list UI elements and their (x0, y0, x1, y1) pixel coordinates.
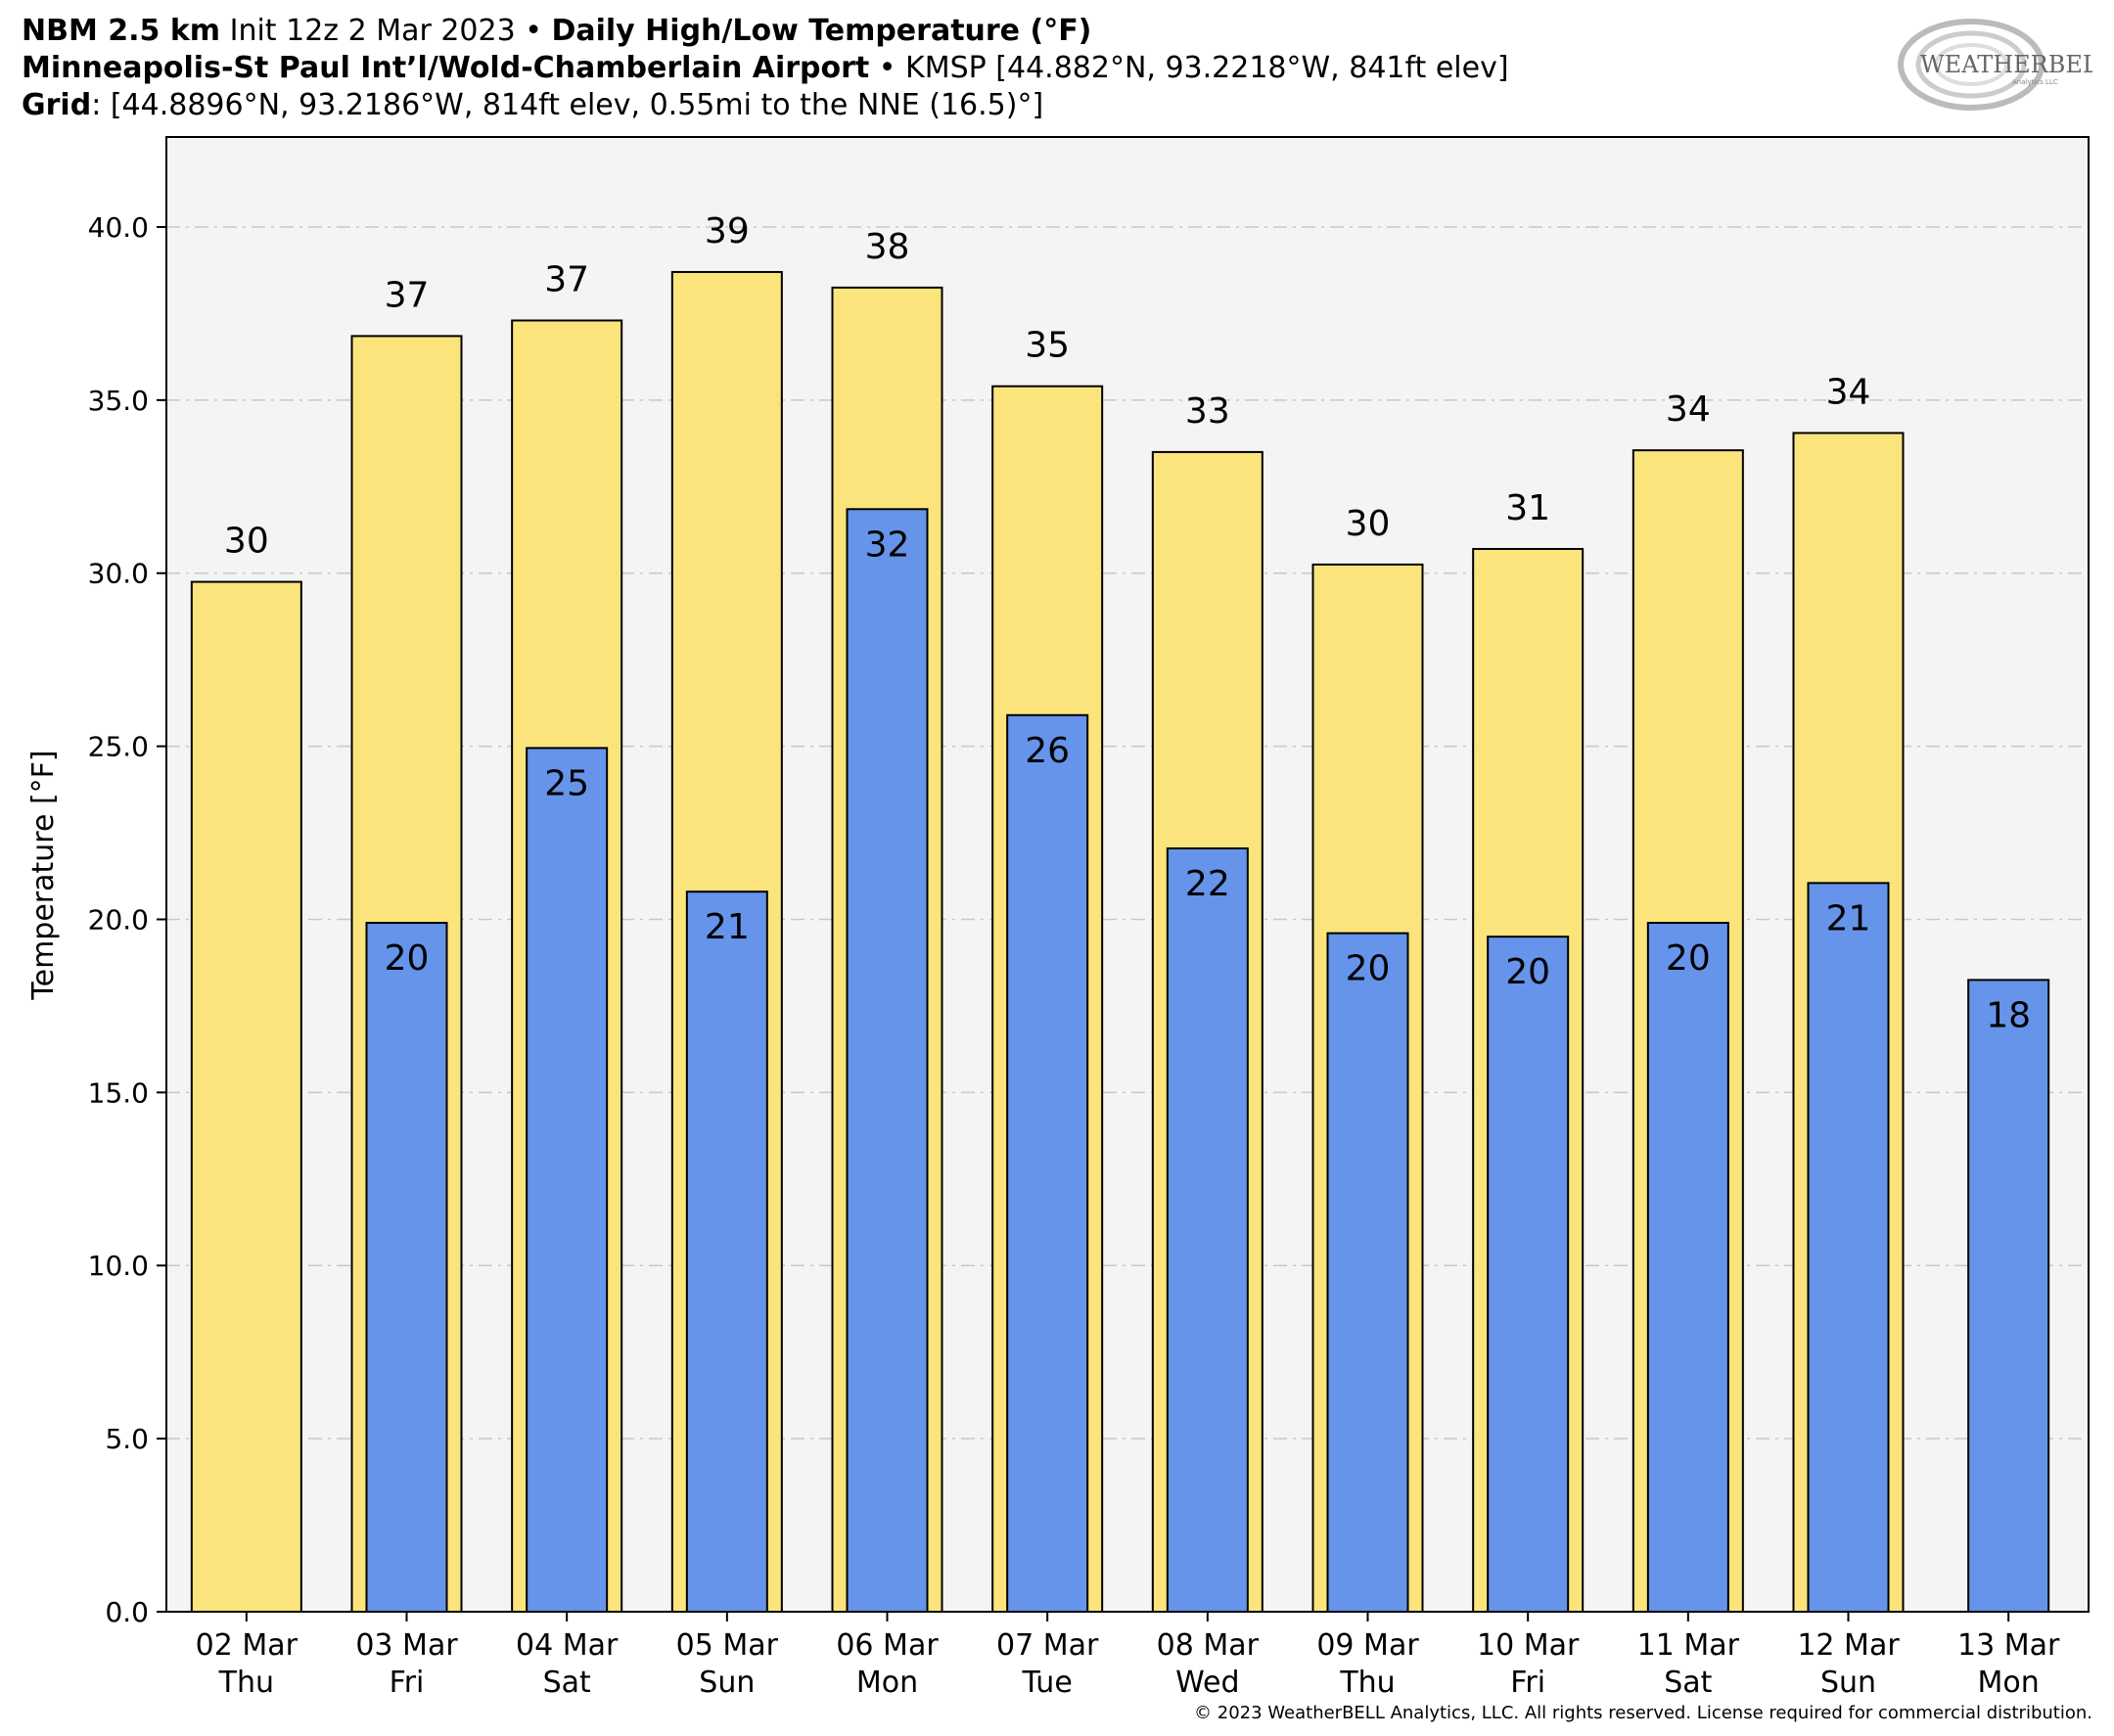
axes: 0.0 5.0 10.0 15.0 20.0 25.0 30.0 35.0 40.0 02 Mar… (88, 211, 2060, 1700)
bullet: • (525, 14, 542, 48)
x-tick-label-day: Thu (1339, 1666, 1395, 1700)
plot-frame (165, 136, 2090, 1613)
low-temp-label: 20 (1505, 952, 1550, 992)
low-temp-label: 32 (865, 525, 910, 565)
low-temp-label: 25 (544, 763, 589, 803)
x-tick-label-day: Wed (1175, 1666, 1239, 1700)
low-temp-label: 18 (1986, 995, 2031, 1035)
y-axis-label: Temperature [°F] (26, 750, 61, 1000)
logo-subtext: Analytics LLC (2012, 78, 2058, 86)
x-tick-label-day: Fri (390, 1666, 425, 1700)
bullet: • (869, 51, 906, 85)
high-temp-label: 34 (1666, 389, 1711, 430)
low-temp-bar (1326, 932, 1409, 1613)
x-tick-label-date: 09 Mar (1316, 1628, 1419, 1663)
high-temp-label: 35 (1025, 326, 1070, 366)
low-temp-label: 20 (1346, 949, 1391, 989)
product-title: Daily High/Low Temperature (°F) (551, 14, 1092, 48)
x-tick-label-day: Tue (1022, 1666, 1073, 1700)
high-temp-label: 30 (1346, 504, 1391, 544)
x-tick-label-day: Sun (699, 1666, 755, 1700)
high-temp-label: 37 (385, 275, 430, 315)
high-temp-label: 39 (705, 211, 750, 251)
low-temp-label: 21 (1826, 898, 1871, 938)
x-tick-label-day: Mon (1978, 1666, 2040, 1700)
high-temp-label: 33 (1185, 391, 1230, 432)
station-info: KMSP [44.882°N, 93.2218°W, 841ft elev] (905, 51, 1509, 85)
x-tick-label-date: 02 Mar (196, 1628, 299, 1663)
low-temp-bar (365, 922, 448, 1613)
low-temp-bar (1166, 846, 1249, 1613)
high-temp-label: 37 (544, 259, 589, 299)
y-tick-label: 40.0 (88, 211, 149, 244)
x-tick-label-day: Sat (1664, 1666, 1712, 1700)
x-tick-label-day: Fri (1510, 1666, 1545, 1700)
low-temp-bar (1646, 922, 1729, 1613)
y-tick-label: 25.0 (88, 731, 149, 763)
high-temp-label: 34 (1826, 372, 1871, 412)
model-name: NBM 2.5 km (22, 14, 221, 48)
x-tick-label-day: Thu (218, 1666, 274, 1700)
x-tick-label-date: 07 Mar (996, 1628, 1099, 1663)
low-temp-bar (1967, 979, 2050, 1613)
low-temp-label: 20 (385, 938, 430, 979)
station-name: Minneapolis-St Paul Int’l/Wold-Chamberla… (22, 51, 870, 85)
plot-area (166, 137, 2089, 1612)
y-tick-label: 0.0 (105, 1596, 149, 1628)
y-tick-label: 10.0 (88, 1250, 149, 1282)
low-temp-label: 22 (1185, 864, 1230, 904)
low-temp-bar (526, 747, 609, 1613)
x-tick-label-date: 03 Mar (355, 1628, 458, 1663)
y-tick-label: 20.0 (88, 903, 149, 936)
low-temp-bar (1487, 936, 1570, 1613)
x-tick-label-date: 13 Mar (1957, 1628, 2060, 1663)
x-tick-label-date: 10 Mar (1477, 1628, 1580, 1663)
weatherbell-logo: WEATHERBELL Analytics LLC (1898, 19, 2092, 111)
title-line-3: Grid: [44.8896°N, 93.2186°W, 814ft elev,… (22, 88, 1043, 123)
init-time: Init 12z 2 Mar 2023 (220, 14, 526, 48)
y-tick-label: 5.0 (105, 1423, 149, 1455)
low-temp-bar (846, 508, 929, 1613)
high-temp-label: 31 (1505, 488, 1550, 528)
gridlines (166, 226, 2089, 1439)
low-temp-bar (1807, 882, 1890, 1613)
x-tick-label-date: 06 Mar (836, 1628, 939, 1663)
high-temp-label: 38 (865, 227, 910, 267)
x-tick-label-date: 04 Mar (516, 1628, 619, 1663)
bar-labels: 30 37 37 39 38 35 33 30 31 34 34 20 25 21 32 26 22 20 20 20… (224, 211, 2031, 1035)
low-temp-label: 21 (705, 907, 750, 947)
low-temp-label: 20 (1666, 938, 1711, 979)
high-temp-label: 30 (224, 522, 269, 562)
copyright-footer: © 2023 WeatherBELL Analytics, LLC. All r… (1194, 1703, 2092, 1723)
x-tick-label-date: 11 Mar (1637, 1628, 1740, 1663)
x-tick-label-day: Sun (1820, 1666, 1876, 1700)
title-line-2: Minneapolis-St Paul Int’l/Wold-Chamberla… (22, 51, 1509, 86)
x-tick-label-date: 12 Mar (1797, 1628, 1900, 1663)
low-temp-label: 26 (1025, 731, 1070, 771)
low-temp-bar (685, 891, 768, 1613)
y-tick-label: 30.0 (88, 558, 149, 590)
low-temp-bar (1006, 713, 1089, 1613)
bars (190, 270, 2050, 1613)
x-tick-label-day: Mon (856, 1666, 918, 1700)
grid-info: : [44.8896°N, 93.2186°W, 814ft elev, 0.5… (91, 88, 1044, 122)
x-tick-label-date: 08 Mar (1157, 1628, 1260, 1663)
title-line-1: NBM 2.5 km Init 12z 2 Mar 2023 • Daily H… (22, 14, 1091, 49)
x-tick-label-day: Sat (543, 1666, 591, 1700)
x-tick-label-date: 05 Mar (676, 1628, 779, 1663)
high-temp-bar (190, 580, 302, 1613)
logo-text: WEATHERBELL (1920, 51, 2092, 78)
y-tick-label: 35.0 (88, 385, 149, 417)
y-tick-label: 15.0 (88, 1076, 149, 1109)
grid-label: Grid (22, 88, 92, 122)
